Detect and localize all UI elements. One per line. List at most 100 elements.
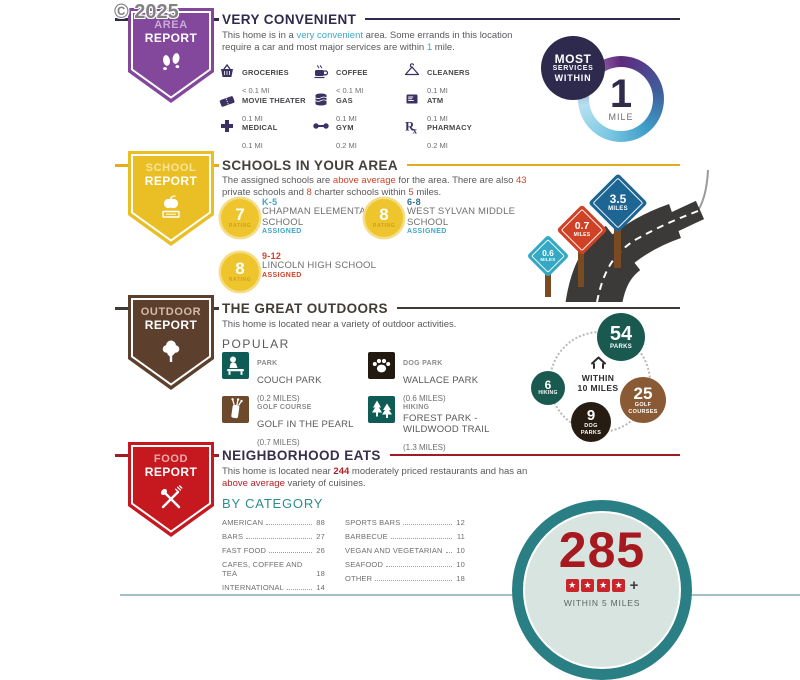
stat-bubble-parks: 54 PARKS: [597, 313, 645, 361]
service-label: COFFEE: [336, 68, 368, 77]
category-row: OTHER 18: [345, 574, 465, 583]
mile-unit: MILE: [608, 112, 634, 122]
outdoor-paragraph: This home is located near a variety of o…: [222, 319, 457, 330]
service-label: MEDICAL: [242, 123, 278, 132]
outdoor-item-distance: (1.3 MILES): [403, 442, 446, 452]
cleaners-icon: [403, 62, 421, 80]
service-distance: 0.1 MI: [427, 113, 448, 123]
category-row: INTERNATIONAL 14: [222, 583, 325, 592]
badge-line2: REPORT: [144, 465, 198, 479]
school-report-badge: SCHOOL REPORT: [128, 151, 214, 247]
distance-sign-0-7: 0.7 MILES: [556, 204, 608, 256]
star-icon: ★: [581, 579, 595, 592]
stat-label: HIKING: [538, 390, 558, 397]
area-header-rule: [365, 17, 680, 21]
service-label: CLEANERS: [427, 68, 470, 77]
stat-bubble-hiking: 6 HIKING: [531, 371, 565, 405]
rating-medal: 8 RATING: [221, 253, 259, 291]
school-assigned-label: ASSIGNED: [262, 228, 302, 235]
radius-distance: 10 MILES: [577, 382, 619, 393]
service-label: MOVIE THEATER: [242, 95, 306, 105]
popular-heading: POPULAR: [222, 337, 290, 351]
stat-label: DOG PARKS: [580, 423, 602, 436]
school-grades: 6-8: [407, 197, 421, 207]
service-label: GROCERIES: [242, 68, 289, 77]
most-services-circle: MOST SERVICES WITHIN: [541, 36, 605, 100]
food-paragraph: This home is located near 244 moderately…: [222, 466, 528, 489]
outdoor-item-name: WALLACE PARK: [403, 375, 479, 386]
service-gym: GYM 0.2 MI: [312, 117, 403, 150]
school-header-rule: [407, 163, 680, 167]
rating-value: 8: [379, 205, 389, 224]
outdoor-item-type: GOLF COURSE: [257, 404, 312, 411]
rating-medal: 7 RATING: [221, 199, 259, 237]
service-label: GAS: [336, 95, 353, 105]
service-distance: 0.2 MI: [336, 141, 357, 150]
bottom-divider: [120, 594, 800, 596]
area-paragraph: This home is in a very convenient area. …: [222, 30, 513, 53]
restaurant-count: 285: [558, 522, 646, 578]
gas-icon: [312, 90, 330, 108]
copyright-watermark: © 2025: [114, 1, 179, 23]
badge-line2: REPORT: [144, 318, 198, 332]
category-row: SEAFOOD 10: [345, 560, 465, 569]
school-section-title: SCHOOLS IN YOUR AREA: [222, 157, 399, 173]
sign-value: 3.5: [609, 191, 627, 206]
footprints-icon: [128, 50, 214, 80]
area-section-title: VERY CONVENIENT: [222, 11, 357, 27]
category-row: BARBECUE 11: [345, 532, 465, 541]
school-paragraph: The assigned schools are above average f…: [222, 175, 527, 198]
category-row: FAST FOOD 26: [222, 546, 325, 555]
sign-unit: MILES: [540, 257, 556, 263]
badge-line1: OUTDOOR: [140, 306, 202, 318]
sign-value: 0.7: [574, 220, 590, 233]
outdoor-section-title: THE GREAT OUTDOORS: [222, 300, 388, 316]
outdoor-item-type: PARK: [257, 360, 278, 367]
school-name: CHAPMAN ELEMENTARY SCHOOL: [262, 206, 380, 228]
star-icon: ★: [596, 579, 610, 592]
groceries-icon: [218, 62, 236, 80]
stat-value: 6: [544, 378, 552, 393]
category-row: SPORTS BARS 12: [345, 518, 465, 527]
distance-sign-3-5: 3.5 MILES: [588, 173, 648, 233]
golf-icon: [222, 396, 249, 423]
svg-text:R: R: [405, 119, 415, 134]
rating-label: RATING: [228, 223, 252, 229]
outdoor-item-distance: (0.2 MILES): [257, 394, 300, 403]
school-entry: 9-12 LINCOLN HIGH SCHOOL ASSIGNED: [262, 251, 392, 279]
stat-bubble-golf: 25 GOLF COURSES: [620, 377, 666, 423]
service-distance: < 0.1 MI: [242, 86, 270, 95]
by-category-heading: BY CATEGORY: [222, 496, 324, 511]
services-label: SERVICES: [552, 65, 594, 72]
school-assigned-label: ASSIGNED: [262, 271, 302, 279]
restaurant-count-circle: 285 ★ ★ ★ ★ + WITHIN 5 MILES: [512, 500, 692, 680]
service-label: ATM: [427, 95, 444, 105]
service-coffee: COFFEE < 0.1 MI: [312, 62, 403, 95]
park-icon: [222, 352, 249, 379]
star-rating: ★ ★ ★ ★ +: [565, 577, 638, 594]
stat-value: 25: [633, 384, 653, 404]
rating-medal: 8 RATING: [365, 199, 403, 237]
food-report-badge: FOOD REPORT: [128, 442, 214, 538]
rating-value: 7: [235, 205, 245, 224]
outdoor-item-distance: (0.7 MILES): [257, 438, 300, 447]
mile-value: 1: [609, 72, 633, 116]
rating-label: RATING: [228, 277, 252, 283]
service-label: PHARMACY: [427, 123, 472, 132]
badge-line1: SCHOOL: [145, 162, 197, 174]
school-name: WEST SYLVAN MIDDLE SCHOOL: [407, 206, 516, 228]
tree-icon: [128, 337, 214, 367]
school-section-header: SCHOOLS IN YOUR AREA: [222, 156, 680, 174]
hiking-icon: [368, 396, 395, 423]
outdoor-report-badge: OUTDOOR REPORT: [128, 295, 214, 391]
sign-pole: [545, 265, 551, 297]
stat-value: 9: [586, 407, 596, 425]
school-assigned-label: ASSIGNED: [407, 228, 447, 235]
apple-icon: [128, 193, 214, 225]
school-grades: 9-12: [262, 251, 282, 261]
stat-value: 54: [609, 322, 633, 345]
school-entry: 6-8 WEST SYLVAN MIDDLE SCHOOL ASSIGNED: [407, 197, 537, 235]
school-entry: K-5 CHAPMAN ELEMENTARY SCHOOL ASSIGNED: [262, 197, 392, 235]
category-column-right: SPORTS BARS 12 BARBECUE 11 VEGAN AND VEGET…: [345, 518, 465, 588]
